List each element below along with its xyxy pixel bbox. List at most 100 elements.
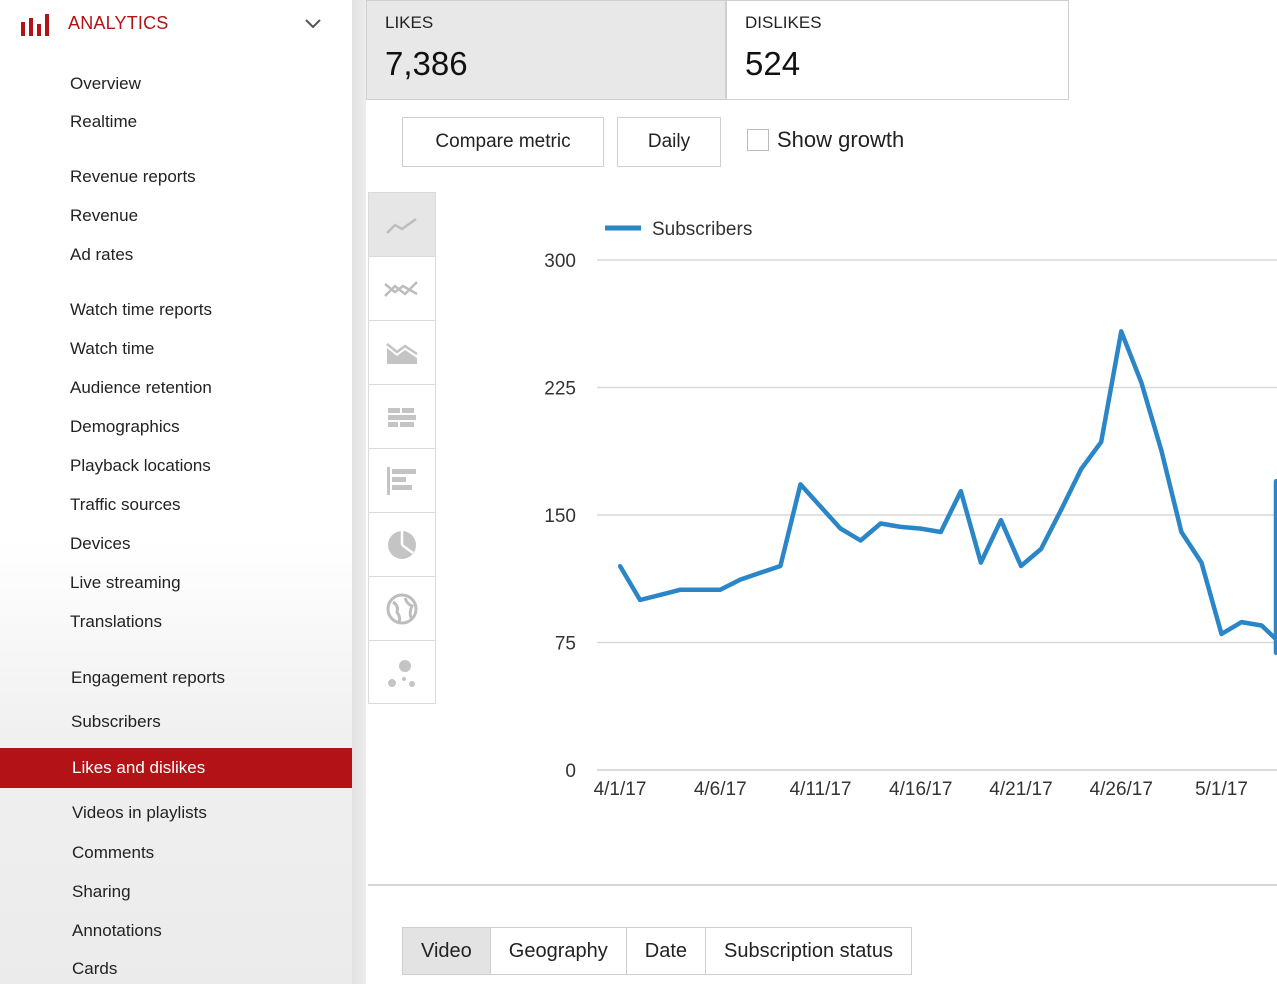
data-point	[878, 521, 883, 526]
sidebar-item[interactable]: Ad rates	[70, 245, 134, 264]
x-tick-label: 4/21/17	[989, 779, 1052, 800]
data-point	[658, 592, 663, 597]
tab[interactable]: Geography	[490, 928, 627, 974]
data-point	[1219, 632, 1224, 636]
show-growth-checkbox[interactable]	[747, 129, 769, 151]
sidebar-item[interactable]: Devices	[70, 534, 131, 553]
sidebar-item[interactable]: Overview	[70, 74, 141, 93]
sidebar-item[interactable]: Live streaming	[70, 573, 181, 592]
y-tick-label: 225	[544, 379, 576, 400]
data-point	[1099, 439, 1104, 444]
data-point	[938, 530, 943, 534]
data-point	[918, 526, 923, 531]
sidebar-divider	[352, 0, 366, 984]
sidebar-header[interactable]: ANALYTICS	[0, 0, 355, 48]
area-chart-icon	[386, 342, 418, 364]
data-point	[738, 577, 743, 582]
map-icon	[386, 593, 418, 624]
x-tick-label: 4/26/17	[1090, 779, 1153, 800]
data-point	[778, 564, 783, 568]
data-point	[1199, 560, 1204, 565]
show-growth-label: Show growth	[777, 127, 905, 152]
area-chart-button[interactable]	[369, 321, 435, 385]
data-point	[1179, 530, 1184, 534]
data-point	[1159, 448, 1164, 453]
data-point	[758, 570, 763, 575]
sidebar-item[interactable]: Audience retention	[70, 378, 212, 397]
chevron-down-icon[interactable]	[303, 14, 323, 34]
dimension-tabs: Video Geography Date Subscription status	[402, 927, 912, 975]
sidebar-item[interactable]: Playback locations	[70, 456, 211, 475]
line-chart-icon	[386, 217, 417, 234]
data-point	[698, 587, 703, 592]
data-point	[1259, 623, 1264, 628]
dislikes-card[interactable]: DISLIKES 524	[726, 0, 1069, 100]
x-tick-label: 4/16/17	[889, 779, 952, 800]
subscribers-series-line	[618, 329, 1277, 655]
legend-label: Subscribers	[652, 219, 752, 240]
data-point	[858, 538, 863, 543]
pie-chart-icon	[388, 530, 416, 559]
y-tick-label: 0	[565, 761, 576, 782]
pie-chart-button[interactable]	[369, 513, 435, 577]
x-tick-label: 5/1/17	[1195, 779, 1248, 800]
data-point	[838, 526, 843, 531]
data-point	[898, 524, 903, 529]
bar-chart-button[interactable]	[369, 449, 435, 513]
data-point	[1019, 564, 1023, 568]
data-point	[1119, 329, 1124, 334]
tab[interactable]: Video	[403, 928, 491, 974]
sidebar-item[interactable]: Realtime	[70, 112, 138, 131]
data-point	[1139, 380, 1144, 385]
data-point	[1059, 507, 1064, 512]
sidebar-item[interactable]: Subscribers	[71, 712, 161, 731]
x-tick-label: 4/1/17	[594, 779, 647, 800]
bubble-chart-button[interactable]	[369, 641, 435, 705]
multi-line-chart-icon	[384, 280, 418, 297]
chart-type-toolbar	[368, 192, 436, 704]
data-point	[978, 560, 983, 565]
bar-chart-icon	[387, 466, 416, 495]
interval-select[interactable]: Daily	[617, 117, 721, 167]
sidebar-item[interactable]: Engagement reports	[71, 668, 226, 687]
data-point	[718, 587, 723, 592]
data-point	[1274, 530, 1277, 534]
data-point	[998, 518, 1003, 523]
stacked-area-button[interactable]	[369, 385, 435, 449]
sidebar-item[interactable]: Sharing	[72, 882, 131, 901]
sidebar-item[interactable]: Annotations	[72, 921, 162, 940]
line-chart-button[interactable]	[369, 193, 435, 257]
dislikes-label: DISLIKES	[745, 13, 822, 32]
sidebar-item[interactable]: Traffic sources	[70, 495, 181, 514]
sidebar-item[interactable]: Demographics	[70, 417, 180, 436]
x-tick-label: 4/11/17	[790, 779, 852, 800]
sidebar-item[interactable]: Comments	[72, 843, 155, 862]
likes-label: LIKES	[385, 13, 434, 32]
sidebar-item[interactable]: Translations	[70, 612, 162, 631]
data-point	[1079, 467, 1084, 472]
sidebar-item[interactable]: Likes and dislikes	[0, 748, 355, 788]
x-tick-label: 4/6/17	[694, 779, 747, 800]
sidebar-item[interactable]: Revenue reports	[70, 167, 196, 186]
sidebar-item[interactable]: Watch time reports	[70, 300, 213, 319]
multi-line-chart-button[interactable]	[369, 257, 435, 321]
bubble-chart-icon	[388, 660, 415, 687]
sidebar-item[interactable]: Revenue	[70, 206, 139, 225]
tab[interactable]: Date	[626, 928, 707, 974]
analytics-bar-icon	[21, 14, 49, 36]
stacked-area-icon	[388, 407, 416, 427]
data-point	[638, 598, 643, 602]
tab[interactable]: Subscription status	[706, 928, 911, 974]
data-point	[618, 564, 622, 568]
data-point	[1039, 547, 1044, 551]
data-point	[958, 489, 963, 494]
likes-value: 7,386	[385, 45, 468, 82]
data-point	[1239, 620, 1244, 625]
compare-metric-button[interactable]: Compare metric	[402, 117, 604, 167]
map-chart-button[interactable]	[369, 577, 435, 641]
sidebar-item[interactable]: Videos in playlists	[72, 803, 207, 822]
likes-card[interactable]: LIKES 7,386	[366, 0, 726, 100]
dislikes-value: 524	[745, 45, 801, 82]
sidebar-item[interactable]: Watch time	[70, 339, 155, 358]
sidebar-item[interactable]: Cards	[72, 959, 118, 978]
